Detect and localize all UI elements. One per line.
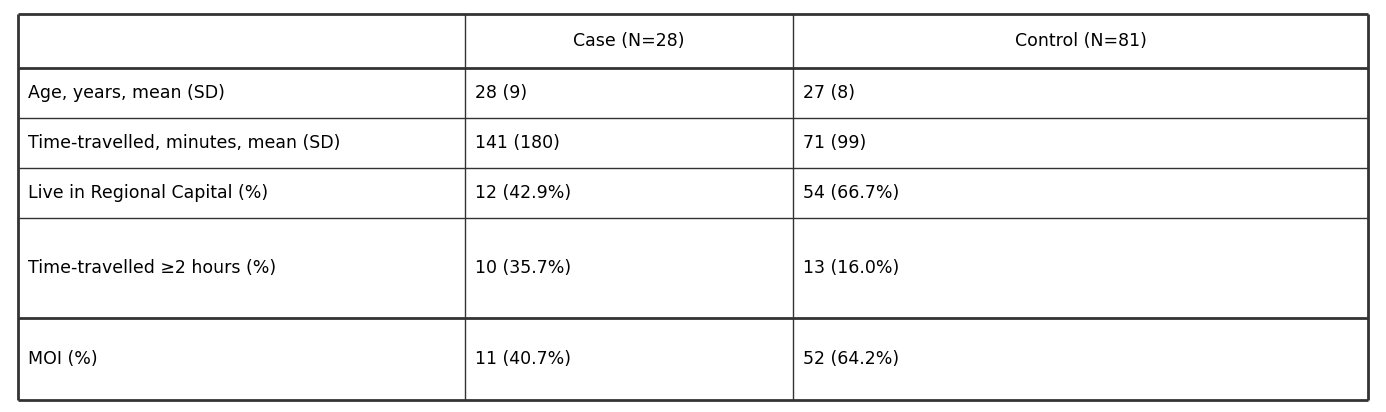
Text: MOI (%): MOI (%) (28, 350, 97, 368)
Text: Case (N=28): Case (N=28) (574, 32, 685, 50)
Text: 27 (8): 27 (8) (802, 84, 855, 102)
Text: 28 (9): 28 (9) (475, 84, 527, 102)
Text: 12 (42.9%): 12 (42.9%) (475, 184, 571, 202)
Text: Time-travelled, minutes, mean (SD): Time-travelled, minutes, mean (SD) (28, 134, 341, 152)
Text: 141 (180): 141 (180) (475, 134, 560, 152)
Text: 54 (66.7%): 54 (66.7%) (802, 184, 900, 202)
Text: 52 (64.2%): 52 (64.2%) (802, 350, 900, 368)
Text: Age, years, mean (SD): Age, years, mean (SD) (28, 84, 225, 102)
Text: Time-travelled ≥2 hours (%): Time-travelled ≥2 hours (%) (28, 259, 276, 277)
Text: 13 (16.0%): 13 (16.0%) (802, 259, 900, 277)
Text: Control (N=81): Control (N=81) (1015, 32, 1146, 50)
Text: 11 (40.7%): 11 (40.7%) (475, 350, 571, 368)
Text: Live in Regional Capital (%): Live in Regional Capital (%) (28, 184, 267, 202)
Text: 10 (35.7%): 10 (35.7%) (475, 259, 571, 277)
Text: 71 (99): 71 (99) (802, 134, 866, 152)
